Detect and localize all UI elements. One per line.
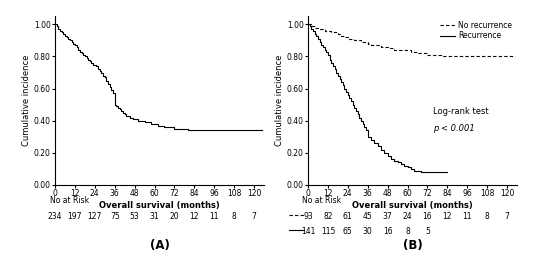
Text: No at Risk: No at Risk <box>302 196 342 205</box>
Text: 5: 5 <box>425 227 430 236</box>
Text: 37: 37 <box>383 212 393 221</box>
Text: 45: 45 <box>363 212 372 221</box>
Text: 115: 115 <box>321 227 335 236</box>
Text: 82: 82 <box>323 212 333 221</box>
Text: 8: 8 <box>232 212 236 221</box>
Text: 11: 11 <box>210 212 219 221</box>
Text: 16: 16 <box>383 227 393 236</box>
Y-axis label: Cumulative incidence: Cumulative incidence <box>22 55 31 146</box>
Text: 16: 16 <box>422 212 432 221</box>
X-axis label: Overall survival (months): Overall survival (months) <box>352 201 473 210</box>
Text: 24: 24 <box>403 212 412 221</box>
Text: No at Risk: No at Risk <box>50 196 89 205</box>
Y-axis label: Cumulative incidence: Cumulative incidence <box>275 55 284 146</box>
Text: 20: 20 <box>169 212 179 221</box>
Text: 127: 127 <box>87 212 102 221</box>
Text: 31: 31 <box>150 212 160 221</box>
X-axis label: Overall survival (months): Overall survival (months) <box>99 201 220 210</box>
Text: 8: 8 <box>485 212 490 221</box>
Text: 93: 93 <box>303 212 313 221</box>
Text: 12: 12 <box>443 212 452 221</box>
Text: 12: 12 <box>190 212 199 221</box>
Text: 61: 61 <box>343 212 353 221</box>
Text: p < 0.001: p < 0.001 <box>433 124 475 133</box>
Text: 7: 7 <box>251 212 256 221</box>
Legend: No recurrence, Recurrence: No recurrence, Recurrence <box>439 20 513 41</box>
Text: (B): (B) <box>403 239 422 252</box>
Text: 234: 234 <box>48 212 62 221</box>
Text: 141: 141 <box>301 227 315 236</box>
Text: 65: 65 <box>343 227 353 236</box>
Text: 197: 197 <box>68 212 82 221</box>
Text: 11: 11 <box>463 212 472 221</box>
Text: 7: 7 <box>504 212 509 221</box>
Text: Log-rank test: Log-rank test <box>433 107 489 116</box>
Text: (A): (A) <box>150 239 169 252</box>
Text: 8: 8 <box>405 227 410 236</box>
Text: 75: 75 <box>110 212 119 221</box>
Text: 30: 30 <box>363 227 372 236</box>
Text: 53: 53 <box>130 212 140 221</box>
